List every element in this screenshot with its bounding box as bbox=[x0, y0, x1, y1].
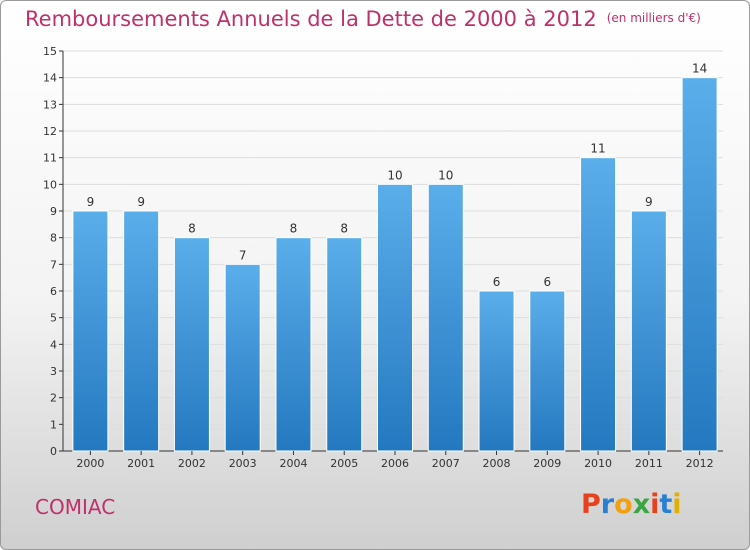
logo-letter: i bbox=[650, 489, 660, 520]
x-tick-label: 2012 bbox=[686, 457, 714, 470]
y-tick-label: 13 bbox=[43, 98, 57, 111]
data-label: 7 bbox=[239, 248, 247, 262]
y-tick-label: 14 bbox=[43, 72, 57, 85]
y-tick-label: 1 bbox=[50, 418, 57, 431]
y-tick-label: 11 bbox=[43, 152, 57, 165]
bar-2008 bbox=[478, 290, 515, 452]
data-label: 8 bbox=[188, 222, 196, 236]
x-tick-label: 2000 bbox=[76, 457, 104, 470]
bar-2007 bbox=[427, 183, 464, 452]
bar-2006 bbox=[377, 183, 413, 452]
logo-letter: i bbox=[672, 489, 682, 520]
y-tick-label: 9 bbox=[50, 205, 57, 218]
logo-letter: t bbox=[659, 489, 673, 520]
y-tick-label: 12 bbox=[43, 125, 57, 138]
logo-letter: r bbox=[600, 489, 615, 520]
y-tick-label: 8 bbox=[50, 232, 57, 245]
bar-2010 bbox=[580, 157, 617, 452]
y-tick-label: 10 bbox=[43, 178, 57, 191]
proxiti-logo: Proxiti bbox=[581, 489, 682, 520]
data-label: 9 bbox=[645, 195, 653, 209]
bar-2005 bbox=[326, 237, 363, 452]
data-label: 14 bbox=[692, 62, 707, 76]
y-tick-label: 15 bbox=[43, 45, 57, 58]
data-label: 9 bbox=[137, 195, 145, 209]
data-label: 10 bbox=[438, 168, 453, 182]
bar-2012 bbox=[681, 77, 718, 452]
data-label: 6 bbox=[493, 275, 501, 289]
x-tick-label: 2004 bbox=[279, 457, 307, 470]
y-tick-label: 6 bbox=[50, 285, 57, 298]
x-tick-label: 2007 bbox=[432, 457, 460, 470]
bar-2003 bbox=[224, 263, 261, 452]
y-tick-label: 4 bbox=[50, 338, 57, 351]
x-tick-label: 2008 bbox=[483, 457, 511, 470]
y-tick-label: 3 bbox=[50, 365, 57, 378]
logo-letter: P bbox=[581, 489, 601, 520]
data-label: 10 bbox=[387, 168, 402, 182]
x-tick-label: 2005 bbox=[330, 457, 358, 470]
bar-2001 bbox=[123, 210, 160, 452]
bar-2000 bbox=[72, 210, 109, 452]
x-tick-label: 2010 bbox=[584, 457, 612, 470]
data-label: 8 bbox=[340, 222, 348, 236]
bar-2002 bbox=[173, 237, 210, 452]
x-tick-label: 2001 bbox=[127, 457, 155, 470]
chart-title: Remboursements Annuels de la Dette de 20… bbox=[25, 7, 701, 31]
data-label: 8 bbox=[290, 222, 298, 236]
data-label: 6 bbox=[543, 275, 551, 289]
data-label: 9 bbox=[87, 195, 95, 209]
y-tick-label: 5 bbox=[50, 312, 57, 325]
bar-2009 bbox=[529, 290, 566, 452]
x-tick-label: 2006 bbox=[381, 457, 409, 470]
bar-2004 bbox=[275, 237, 312, 452]
y-tick-label: 0 bbox=[50, 445, 57, 458]
y-tick-label: 7 bbox=[50, 258, 57, 271]
x-tick-label: 2003 bbox=[229, 457, 257, 470]
logo-letter: o bbox=[614, 489, 633, 520]
x-tick-label: 2009 bbox=[533, 457, 561, 470]
x-tick-label: 2011 bbox=[635, 457, 663, 470]
bar-2011 bbox=[630, 210, 667, 452]
logo-letter: x bbox=[632, 489, 651, 520]
title-text: Remboursements Annuels de la Dette de 20… bbox=[25, 7, 597, 31]
title-unit: (en milliers d'€) bbox=[606, 11, 701, 25]
commune-name: COMIAC bbox=[35, 495, 116, 519]
y-tick-label: 2 bbox=[50, 392, 57, 405]
x-tick-label: 2002 bbox=[178, 457, 206, 470]
data-label: 11 bbox=[590, 142, 605, 156]
